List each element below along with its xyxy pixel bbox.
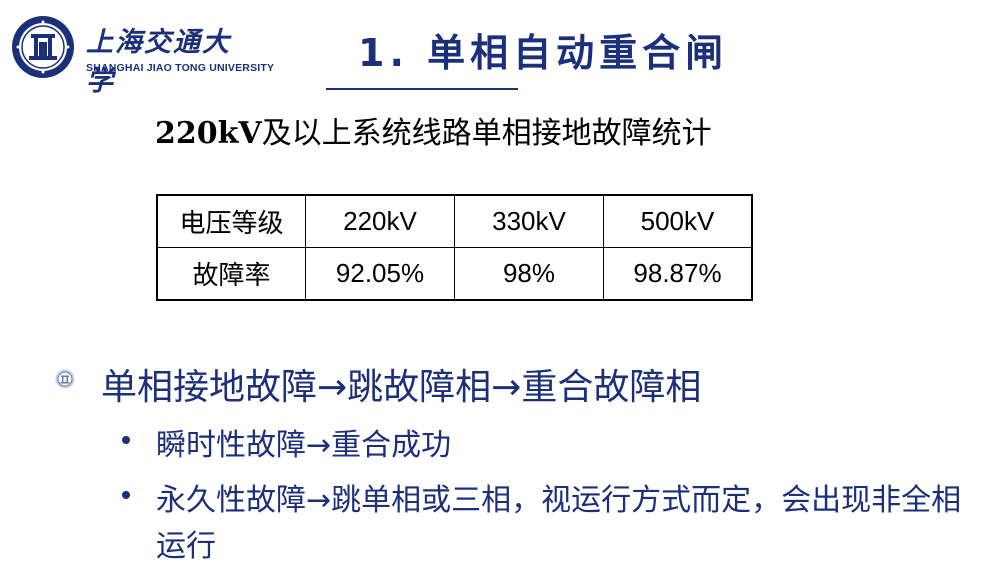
bullet-dot-icon [122,436,130,444]
main-bullet-text: 单相接地故障→跳故障相→重合故障相 [101,367,702,408]
university-name-en: SHANGHAI JIAO TONG UNIVERSITY [86,62,275,74]
table-data-row: 故障率 92.05% 98% 98.87% [156,247,753,301]
fault-statistics-table: 电压等级 220kV 330kV 500kV 故障率 92.05% 98% 98… [156,194,753,301]
table-cell: 330kV [454,194,604,248]
table-caption: 220kV及以上系统线路单相接地故障统计 [155,108,712,152]
table-cell: 220kV [305,194,455,248]
university-emblem-icon [12,16,74,78]
table-cell: 92.05% [305,247,455,301]
table-cell: 500kV [603,194,753,248]
title-underline [326,88,518,90]
university-name-cn: 上海交通大学 [86,27,231,97]
caption-voltage: 220kV [155,116,262,151]
table-cell: 故障率 [156,247,306,301]
sub-bullet-text: 永久性故障→跳单相或三相，视运行方式而定，会出现非全相运行 [156,483,962,564]
caption-text: 及以上系统线路单相接地故障统计 [261,116,712,151]
table-cell: 98% [454,247,604,301]
sub-bullet-text: 瞬时性故障→重合成功 [156,428,452,463]
slide-title: 1. 单相自动重合闸 [358,31,729,75]
table-cell: 98.87% [603,247,753,301]
table-cell: 电压等级 [156,194,306,248]
university-logo: 上海交通大学 SHANGHAI JIAO TONG UNIVERSITY [10,14,274,97]
bullet-dot-icon [122,491,130,499]
emblem-bullet-icon [55,369,75,389]
table-header-row: 电压等级 220kV 330kV 500kV [156,194,753,248]
